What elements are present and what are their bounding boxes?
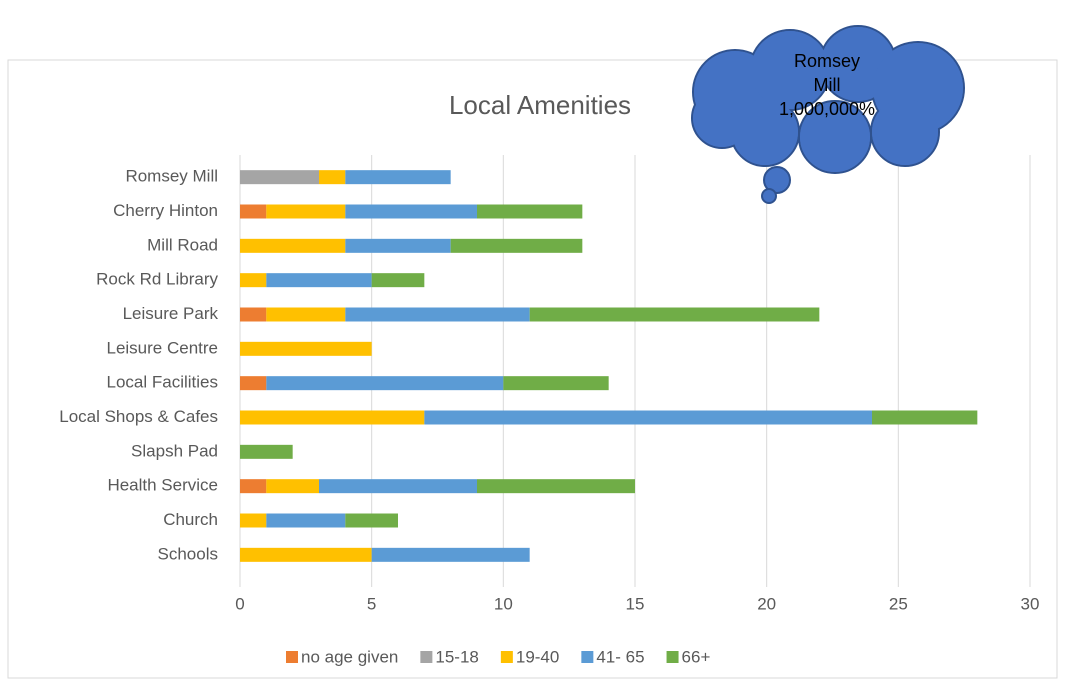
bar-segment [345, 307, 530, 322]
bar-segment [240, 547, 372, 562]
y-tick-label: Romsey Mill [125, 167, 218, 186]
x-tick-label: 15 [626, 594, 645, 613]
cloud-fill [693, 89, 751, 147]
legend-label: no age given [301, 647, 398, 666]
bar-segment [240, 204, 267, 219]
bar-segment [477, 479, 635, 494]
cloud-bubble [761, 188, 777, 204]
legend-label: 15-18 [435, 647, 478, 666]
bar-segment [345, 170, 451, 185]
bar-segment [266, 513, 346, 528]
x-tick-label: 30 [1021, 594, 1040, 613]
bar-segment [319, 479, 477, 494]
bar-segment [240, 273, 267, 288]
callout-text: Mill [814, 75, 841, 95]
cloud-fill [800, 102, 870, 172]
cloud-fill [751, 31, 829, 109]
bar-segment [240, 479, 267, 494]
x-tick-label: 20 [757, 594, 776, 613]
bar-segment [371, 547, 530, 562]
bar-segment [872, 410, 978, 425]
x-tick-label: 25 [889, 594, 908, 613]
bar-segment [240, 513, 267, 528]
legend-swatch [666, 651, 679, 663]
x-tick-label: 5 [367, 594, 376, 613]
y-tick-label: Leisure Centre [106, 338, 218, 357]
bar-segment [345, 513, 398, 528]
y-tick-label: Church [163, 510, 218, 529]
bar-segment [371, 273, 425, 288]
bar-segment [266, 273, 372, 288]
legend-swatch [581, 651, 594, 663]
bar-segment [450, 238, 583, 253]
y-tick-label: Rock Rd Library [96, 270, 218, 289]
y-tick-label: Health Service [107, 476, 218, 495]
y-tick-label: Local Facilities [107, 373, 219, 392]
bar-segment [266, 307, 346, 322]
bar-segment [424, 410, 872, 425]
bar-segment [240, 170, 319, 185]
y-tick-label: Schools [158, 544, 218, 563]
legend-label: 41- 65 [596, 647, 644, 666]
chart-border [7, 59, 1058, 679]
bar-segment [266, 204, 346, 219]
y-tick-label: Local Shops & Cafes [59, 407, 218, 426]
legend-swatch [286, 651, 298, 663]
y-tick-label: Mill Road [147, 235, 218, 254]
bar-segment [240, 444, 293, 459]
bar-segment [529, 307, 820, 322]
y-tick-label: Cherry Hinton [113, 201, 218, 220]
bar-segment [319, 170, 346, 185]
bar-segment [240, 341, 372, 356]
legend-label: 66+ [682, 647, 711, 666]
bar-segment [240, 410, 425, 425]
x-tick-label: 0 [235, 594, 244, 613]
legend-label: 19-40 [516, 647, 559, 666]
bar-segment [240, 307, 267, 322]
bar-segment [477, 204, 583, 219]
legend-swatch [500, 651, 513, 663]
bar-segment [503, 376, 609, 391]
cloud-fill [872, 99, 938, 165]
y-tick-label: Leisure Park [123, 304, 219, 323]
chart-title: Local Amenities [449, 90, 631, 120]
callout-text: Romsey [794, 51, 860, 71]
bar-segment [240, 238, 346, 253]
callout-cloud: Romsey Mill 1,000,000% [691, 25, 965, 204]
callout-text: 1,000,000% [779, 99, 875, 119]
y-tick-label: Slapsh Pad [131, 441, 218, 460]
bar-segment [266, 376, 504, 391]
bar-segment [240, 376, 267, 391]
cloud-bubble [763, 166, 791, 194]
bar-segment [345, 238, 451, 253]
legend-swatch [420, 651, 433, 663]
x-tick-label: 10 [494, 594, 513, 613]
bar-segment [266, 479, 319, 494]
bar-segment [345, 204, 477, 219]
